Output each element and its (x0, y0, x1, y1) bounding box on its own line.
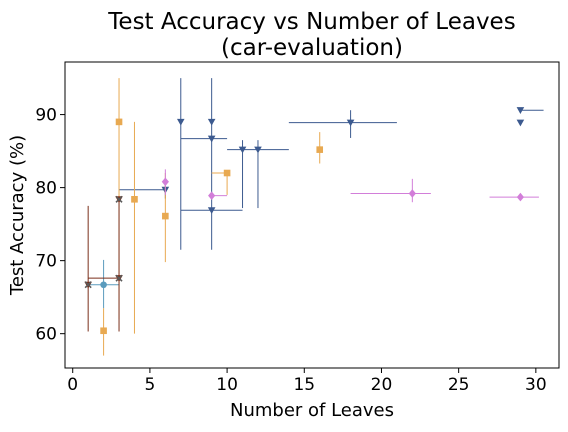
plot-area (64, 61, 560, 369)
data-point-marker (115, 118, 123, 126)
chart-marks (84, 78, 544, 356)
series-0 (119, 78, 544, 250)
data-point-marker (208, 191, 216, 200)
data-point-marker (516, 192, 525, 202)
series-2 (161, 169, 539, 203)
data-point-marker (516, 107, 525, 115)
data-point-marker (207, 135, 216, 143)
data-point-marker (207, 118, 216, 126)
data-point-marker (516, 119, 525, 127)
y-tick-label: 70 (35, 252, 57, 272)
data-point-marker (223, 169, 231, 177)
x-axis-label: Number of Leaves (230, 400, 394, 421)
y-tick-label: 60 (35, 325, 57, 345)
chart-title-line-1: Test Accuracy vs Number of Leaves (107, 9, 515, 35)
chart-title-line-2: (car-evaluation) (221, 35, 403, 61)
data-point-marker (238, 146, 247, 154)
data-point-marker (115, 195, 123, 203)
data-point-marker (161, 177, 169, 187)
data-point-marker (115, 274, 123, 282)
data-point-marker (131, 195, 138, 203)
x-tick-label: 5 (144, 375, 155, 395)
data-point-marker (176, 118, 185, 126)
x-tick-label: 25 (448, 375, 470, 395)
data-point-marker (162, 212, 169, 220)
data-point-marker (316, 146, 324, 153)
data-point-marker (84, 281, 92, 289)
x-tick-label: 10 (216, 375, 238, 395)
series-3 (88, 259, 120, 309)
data-point-marker (100, 327, 107, 335)
axis-ticks: 0 5 10 15 20 25 30 60 70 80 90 (35, 106, 546, 395)
x-tick-label: 0 (67, 375, 78, 395)
data-point-marker (254, 146, 262, 154)
x-tick-label: 15 (293, 375, 315, 395)
series-5 (84, 195, 123, 289)
x-tick-label: 30 (525, 375, 547, 395)
data-point-marker (207, 207, 216, 215)
x-tick-label: 20 (371, 375, 393, 395)
data-point-marker (100, 281, 107, 289)
data-point-marker (346, 119, 355, 127)
y-axis-label: Test Accuracy (%) (7, 135, 28, 296)
series-1 (100, 78, 324, 356)
data-point-marker (408, 189, 416, 198)
y-tick-label: 90 (35, 106, 57, 126)
y-tick-label: 80 (35, 179, 57, 199)
